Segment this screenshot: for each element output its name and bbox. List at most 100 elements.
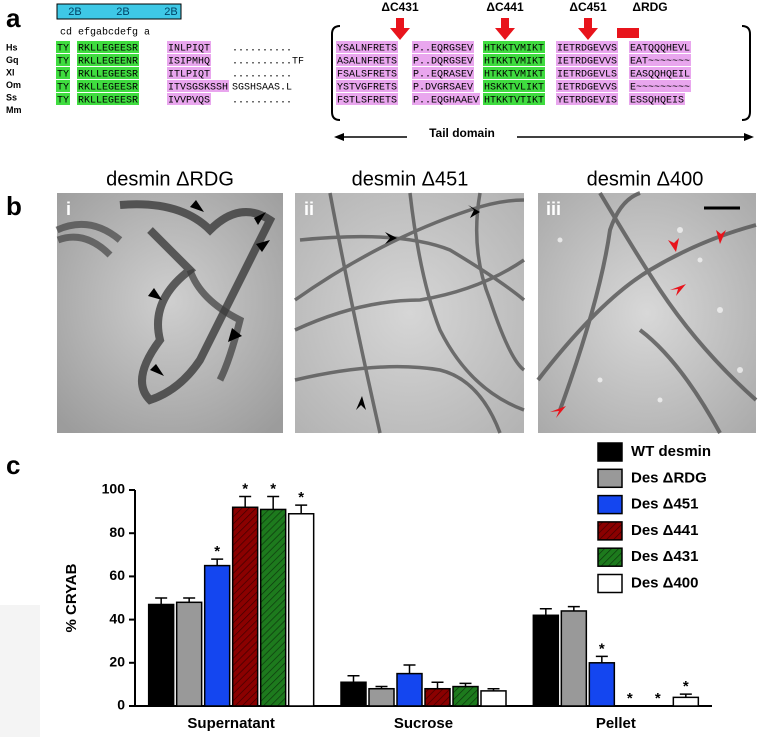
background-box: [0, 605, 40, 737]
bar: [175, 601, 203, 707]
label-bg: [407, 128, 517, 144]
sequence-highlight: [483, 54, 545, 66]
sequence: EAT~~~~~~~: [630, 57, 690, 68]
y-axis-title: % CRYAB: [63, 563, 80, 632]
domain-bar-label: 2B: [164, 6, 177, 18]
sequence-highlight: [556, 80, 618, 92]
sequence: RKLLEGEESR: [78, 96, 138, 107]
sequence: HTKKTVMIKT: [484, 44, 544, 55]
micrograph: [293, 192, 526, 434]
sequence-highlight: [412, 80, 474, 92]
bar: [203, 564, 231, 707]
bar-hatch: [232, 507, 258, 706]
y-tick-label: 100: [102, 481, 126, 497]
sequence: RKLLEGEESR: [78, 83, 138, 94]
sequence: P..EQRASEV: [413, 70, 473, 81]
bar: [480, 690, 507, 707]
legend-label: Des ΔRDG: [631, 469, 707, 486]
error-bar: [431, 681, 444, 689]
sequence: HTKKTVTIKT: [484, 96, 544, 107]
sequence-highlight: [336, 93, 398, 105]
error-bar: [375, 685, 388, 689]
sequence-highlight: [483, 41, 545, 53]
micrograph: [536, 191, 758, 434]
bracket: [741, 25, 751, 121]
domain-label: Tail domain: [429, 126, 495, 140]
sequence-highlight: [556, 67, 618, 79]
sequence-highlight: [412, 54, 474, 66]
species-label: Gq: [6, 55, 19, 65]
sequence-highlight: [412, 93, 480, 105]
sequence-highlight: [167, 80, 229, 92]
sequence-highlight: [56, 93, 70, 105]
micrograph-title: desmin Δ400: [587, 168, 704, 190]
y-tick-label: 80: [109, 524, 125, 540]
cut-site-label: ΔC441: [486, 0, 524, 14]
sequence: RKLLEGEESR: [78, 44, 138, 55]
sequence-highlight: [483, 93, 545, 105]
x-tick-label: Supernatant: [187, 715, 275, 732]
legend-label: Des Δ431: [631, 548, 699, 565]
micrograph-numeral: iii: [546, 199, 561, 219]
sequence: ESSQHQEIS: [630, 96, 684, 107]
sequence-highlight: [56, 80, 70, 92]
sequence: INLPIQT: [168, 44, 210, 55]
sequence-highlight: [412, 67, 474, 79]
sequence-highlight: [231, 41, 293, 53]
sequence-highlight: [483, 80, 545, 92]
significance-marker: *: [270, 480, 276, 497]
cut-site-label: ΔRDG: [632, 0, 667, 14]
rdg-marker: [617, 28, 639, 38]
sequence-highlight: [629, 93, 685, 105]
cut-arrow: [495, 18, 515, 40]
bar: [588, 662, 616, 707]
alignment: 2B 2B 2B cd efgabcdefg a TY RKLLEGEESR INLPIQT…: [6, 0, 691, 115]
sequence-highlight: [77, 41, 139, 53]
sequence: YETRDGEVIS: [557, 96, 617, 107]
arrowhead: [744, 133, 754, 141]
bar: [532, 614, 560, 707]
sequence: TY: [57, 70, 69, 81]
cut-site-label: ΔC451: [569, 0, 607, 14]
bar: [147, 603, 175, 707]
sequence-highlight: [77, 67, 139, 79]
sequence: ASALNFRETS: [337, 57, 397, 68]
bar: [368, 687, 395, 707]
significance-marker: *: [627, 690, 633, 707]
species-label: Ss: [6, 92, 17, 102]
sequence-highlight: [167, 67, 211, 79]
x-tick-label: Sucrose: [394, 715, 453, 732]
sequence: ITLPIQT: [168, 70, 210, 81]
error-bar: [347, 675, 360, 683]
significance-marker: *: [655, 690, 661, 707]
species-label: Hs: [6, 42, 18, 52]
sequence: ..........TF: [232, 57, 304, 68]
sequence: ISIPMHQ: [168, 57, 210, 68]
sequence: ..........: [232, 44, 292, 55]
species-label: Mm: [6, 105, 22, 115]
sequence: P..EQGHAAEV: [413, 96, 479, 107]
bar: [340, 681, 367, 707]
micrograph-numeral: i: [66, 199, 71, 219]
legend-label: WT desmin: [631, 443, 711, 460]
micrograph: [55, 193, 283, 433]
domain-bar-label: 2B: [116, 6, 129, 18]
sequence: IETRDGEVVS: [557, 44, 617, 55]
bar: [287, 513, 315, 707]
sequence: TY: [57, 96, 69, 107]
significance-marker: *: [214, 543, 220, 560]
sequence-highlight: [167, 93, 211, 105]
sequence-highlight: [629, 80, 691, 92]
sequence-highlight: [77, 54, 139, 66]
error-bar: [239, 495, 252, 508]
panel-label: b: [6, 191, 22, 221]
sequence: IVVPVQS: [168, 96, 210, 107]
y-tick-label: 40: [109, 610, 125, 626]
sequence: FSALSFRETS: [337, 70, 397, 81]
sequence: P..EQRGSEV: [413, 44, 473, 55]
cut-site-label: ΔC431: [381, 0, 419, 14]
sequence: ITVSGSKSSH: [168, 83, 228, 94]
sequence-highlight: [336, 41, 398, 53]
x-tick-label: Pellet: [596, 715, 636, 732]
